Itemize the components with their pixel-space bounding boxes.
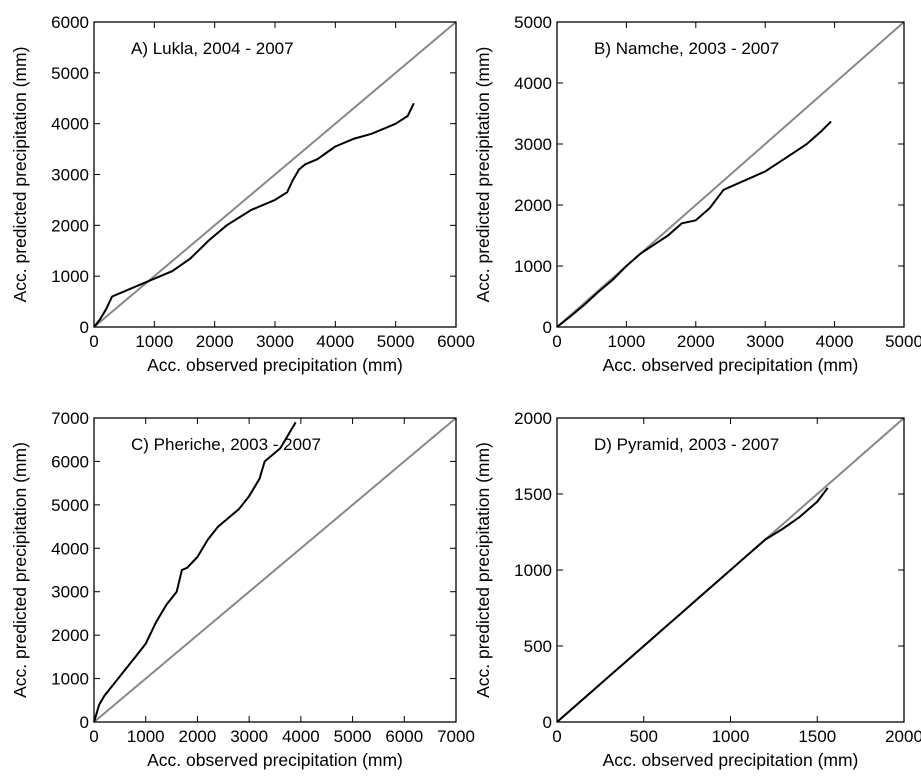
x-tick-label: 3000 bbox=[746, 332, 784, 351]
x-tick-label: 1000 bbox=[135, 332, 173, 351]
one-to-one-line bbox=[93, 21, 457, 328]
x-tick-label: 1000 bbox=[607, 332, 645, 351]
x-tick-label: 3000 bbox=[230, 727, 268, 746]
x-tick-label: 6000 bbox=[385, 727, 423, 746]
x-tick-label: 6000 bbox=[437, 332, 475, 351]
y-tick-label: 0 bbox=[80, 713, 89, 732]
x-tick-label: 5000 bbox=[885, 332, 921, 351]
panel-title: B) Namche, 2003 - 2007 bbox=[594, 39, 779, 58]
y-tick-label: 4000 bbox=[51, 115, 89, 134]
y-tick-label: 3000 bbox=[514, 135, 552, 154]
y-tick-label: 2000 bbox=[514, 196, 552, 215]
x-tick-label: 4000 bbox=[816, 332, 854, 351]
series-line bbox=[556, 120, 832, 328]
y-tick-label: 2000 bbox=[514, 409, 552, 428]
panel-d: 0 500 1000 1500 2000 0 500 1000 1500 2000 D) Pyram… bbox=[473, 409, 921, 770]
x-tick-label: 4000 bbox=[282, 727, 320, 746]
x-tick-label: 1000 bbox=[127, 727, 165, 746]
y-tick-label: 3000 bbox=[51, 583, 89, 602]
series-line bbox=[556, 487, 829, 723]
y-tick-label: 4000 bbox=[514, 74, 552, 93]
panel-title: A) Lukla, 2004 - 2007 bbox=[131, 39, 294, 58]
y-tick-label: 500 bbox=[524, 637, 552, 656]
y-tick-label: 0 bbox=[80, 318, 89, 337]
y-axis-label: Acc. predicted precipitation (mm) bbox=[10, 442, 30, 698]
x-tick-label: 2000 bbox=[179, 727, 217, 746]
one-to-one-line bbox=[93, 417, 457, 723]
y-axis-label: Acc. predicted precipitation (mm) bbox=[473, 442, 493, 698]
y-tick-label: 1000 bbox=[514, 561, 552, 580]
plot-frame bbox=[556, 21, 905, 328]
x-tick-label: 1500 bbox=[798, 727, 836, 746]
y-tick-label: 7000 bbox=[51, 409, 89, 428]
x-tick-label: 0 bbox=[89, 332, 98, 351]
x-axis-label: Acc. observed precipitation (mm) bbox=[147, 750, 403, 770]
y-tick-label: 5000 bbox=[51, 64, 89, 83]
x-tick-label: 1000 bbox=[712, 727, 750, 746]
y-tick-label: 3000 bbox=[51, 166, 89, 185]
y-tick-label: 1500 bbox=[514, 485, 552, 504]
x-axis-label: Acc. observed precipitation (mm) bbox=[147, 355, 403, 375]
x-tick-label: 2000 bbox=[196, 332, 234, 351]
y-tick-label: 6000 bbox=[51, 452, 89, 471]
y-axis-label: Acc. predicted precipitation (mm) bbox=[10, 47, 30, 303]
x-tick-label: 2000 bbox=[885, 727, 921, 746]
y-tick-label: 5000 bbox=[51, 496, 89, 515]
x-tick-label: 0 bbox=[552, 727, 561, 746]
y-tick-label: 5000 bbox=[514, 13, 552, 32]
y-axis-label: Acc. predicted precipitation (mm) bbox=[473, 47, 493, 303]
one-to-one-line bbox=[556, 21, 905, 328]
y-tick-label: 2000 bbox=[51, 626, 89, 645]
plot-frame bbox=[93, 417, 457, 723]
x-axis-label: Acc. observed precipitation (mm) bbox=[603, 355, 859, 375]
panel-title: D) Pyramid, 2003 - 2007 bbox=[594, 435, 779, 454]
y-tick-label: 0 bbox=[543, 318, 552, 337]
y-tick-label: 1000 bbox=[51, 267, 89, 286]
y-tick-label: 6000 bbox=[51, 13, 89, 32]
y-tick-label: 1000 bbox=[514, 257, 552, 276]
panel-a: 0 1000 2000 3000 4000 5000 6000 0 1000 2000 3000 40… bbox=[10, 13, 475, 375]
y-tick-label: 2000 bbox=[51, 216, 89, 235]
x-axis-label: Acc. observed precipitation (mm) bbox=[603, 750, 859, 770]
x-tick-label: 0 bbox=[89, 727, 98, 746]
panel-title: C) Pheriche, 2003 - 2007 bbox=[131, 435, 321, 454]
panel-b: 0 1000 2000 3000 4000 5000 0 1000 2000 3000 4000 50… bbox=[473, 13, 921, 375]
series-line bbox=[93, 421, 297, 723]
series-line bbox=[93, 102, 415, 328]
x-tick-label: 3000 bbox=[256, 332, 294, 351]
x-tick-label: 2000 bbox=[677, 332, 715, 351]
x-tick-label: 7000 bbox=[437, 727, 475, 746]
y-tick-label: 4000 bbox=[51, 539, 89, 558]
x-tick-label: 5000 bbox=[377, 332, 415, 351]
y-tick-label: 1000 bbox=[51, 670, 89, 689]
panel-c: 0 1000 2000 3000 4000 5000 6000 7000 0 1000 2000 30… bbox=[10, 409, 475, 770]
y-tick-label: 0 bbox=[543, 713, 552, 732]
x-tick-label: 500 bbox=[630, 727, 658, 746]
x-tick-label: 0 bbox=[552, 332, 561, 351]
x-tick-label: 4000 bbox=[316, 332, 354, 351]
x-tick-label: 5000 bbox=[334, 727, 372, 746]
